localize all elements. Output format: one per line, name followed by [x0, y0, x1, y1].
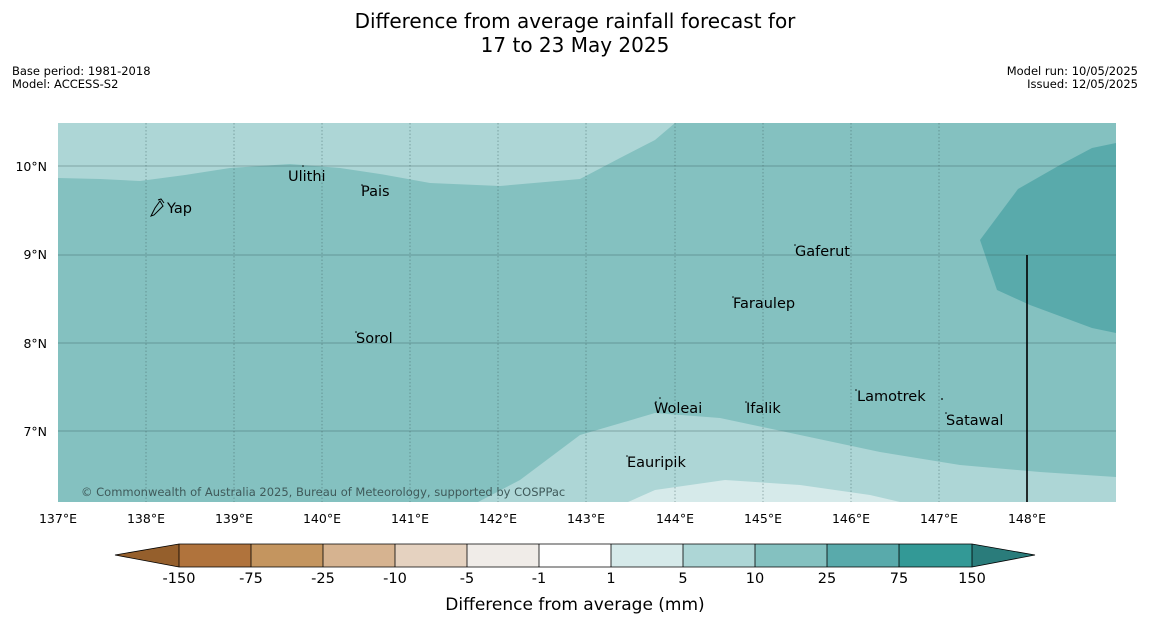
place-label-satawal: Satawal	[946, 413, 1003, 429]
legend-swatch-m75-m25	[251, 544, 323, 567]
legend-colorbar	[114, 543, 1036, 568]
band-5-10-south	[478, 413, 1116, 502]
lon-label-138e: 138°E	[127, 511, 165, 526]
lon-label-139e: 139°E	[215, 511, 253, 526]
legend-swatch-above-150	[972, 544, 1035, 567]
title-line-2: 17 to 23 May 2025	[480, 33, 670, 57]
legend-tick-m150: -150	[163, 571, 196, 587]
place-label-gaferut: Gaferut	[795, 244, 850, 260]
legend-swatch-25-75	[827, 544, 899, 567]
legend-swatch-10-25	[755, 544, 827, 567]
lon-label-140e: 140°E	[303, 511, 341, 526]
model-info: Base period: 1981-2018 Model: ACCESS-S2	[12, 65, 151, 91]
place-label-yap: Yap	[166, 201, 192, 217]
place-label-lamotrek: Lamotrek	[857, 389, 926, 405]
legend-title: Difference from average (mm)	[445, 595, 704, 615]
legend-swatch-m25-m10	[323, 544, 395, 567]
model-name: Model: ACCESS-S2	[12, 77, 119, 91]
legend-tick-5: 5	[678, 571, 687, 587]
legend-swatch-75-150	[899, 544, 972, 567]
legend-tick-10: 10	[746, 571, 764, 587]
lon-label-142e: 142°E	[479, 511, 517, 526]
place-label-pais: Pais	[361, 184, 390, 200]
band-25-75-east	[980, 143, 1116, 333]
legend-swatch-m10-m5	[395, 544, 467, 567]
lon-label-146e: 146°E	[832, 511, 870, 526]
lat-label-10n: 10°N	[15, 159, 47, 174]
legend-swatch-m5-m1	[467, 544, 539, 567]
island-markers	[302, 165, 947, 457]
place-label-woleai: Woleai	[654, 401, 702, 417]
legend-swatch-m1-1	[539, 544, 611, 567]
place-label-eauripik: Eauripik	[627, 455, 686, 471]
legend-swatch-below-150	[115, 544, 179, 567]
legend-swatch-1-5	[611, 544, 683, 567]
lon-label-143e: 143°E	[567, 511, 605, 526]
yap-island-icon	[150, 198, 165, 217]
lon-label-148e: 148°E	[1008, 511, 1046, 526]
legend-tick-m75: -75	[239, 571, 263, 587]
copyright-notice: © Commonwealth of Australia 2025, Bureau…	[81, 485, 565, 499]
issued-date: Issued: 12/05/2025	[1027, 77, 1138, 91]
legend-tick-m25: -25	[311, 571, 335, 587]
legend-swatch-m150-m75	[179, 544, 251, 567]
model-run: Model run: 10/05/2025	[1006, 64, 1138, 78]
place-label-faraulep: Faraulep	[733, 296, 795, 312]
lat-label-7n: 7°N	[23, 424, 47, 439]
lon-label-145e: 145°E	[744, 511, 782, 526]
run-info: Model run: 10/05/2025 Issued: 12/05/2025	[1007, 65, 1138, 91]
lon-label-141e: 141°E	[391, 511, 429, 526]
band-5-10-north	[58, 123, 675, 186]
legend-tick-25: 25	[818, 571, 836, 587]
lon-label-144e: 144°E	[656, 511, 694, 526]
rainfall-map: Ulithi Pais Yap Gaferut Faraulep Sorol L…	[58, 123, 1116, 502]
legend-tick-150: 150	[958, 571, 986, 587]
legend-tick-m10: -10	[383, 571, 407, 587]
legend-tick-m1: -1	[532, 571, 546, 587]
place-label-sorol: Sorol	[356, 331, 393, 347]
gridlines	[58, 123, 1116, 502]
legend-tick-m5: -5	[460, 571, 474, 587]
map-title: Difference from average rainfall forecas…	[0, 9, 1150, 57]
legend-swatch-5-10	[683, 544, 755, 567]
lat-label-8n: 8°N	[23, 336, 47, 351]
title-line-1: Difference from average rainfall forecas…	[354, 9, 796, 33]
legend-tick-1: 1	[606, 571, 615, 587]
lat-label-9n: 9°N	[23, 247, 47, 262]
place-label-ulithi: Ulithi	[288, 169, 326, 185]
place-label-ifalik: Ifalik	[746, 401, 781, 417]
legend-tick-75: 75	[890, 571, 908, 587]
base-period: Base period: 1981-2018	[12, 64, 151, 78]
lon-label-147e: 147°E	[920, 511, 958, 526]
band-1-5-south	[628, 480, 900, 502]
lon-label-137e: 137°E	[39, 511, 77, 526]
